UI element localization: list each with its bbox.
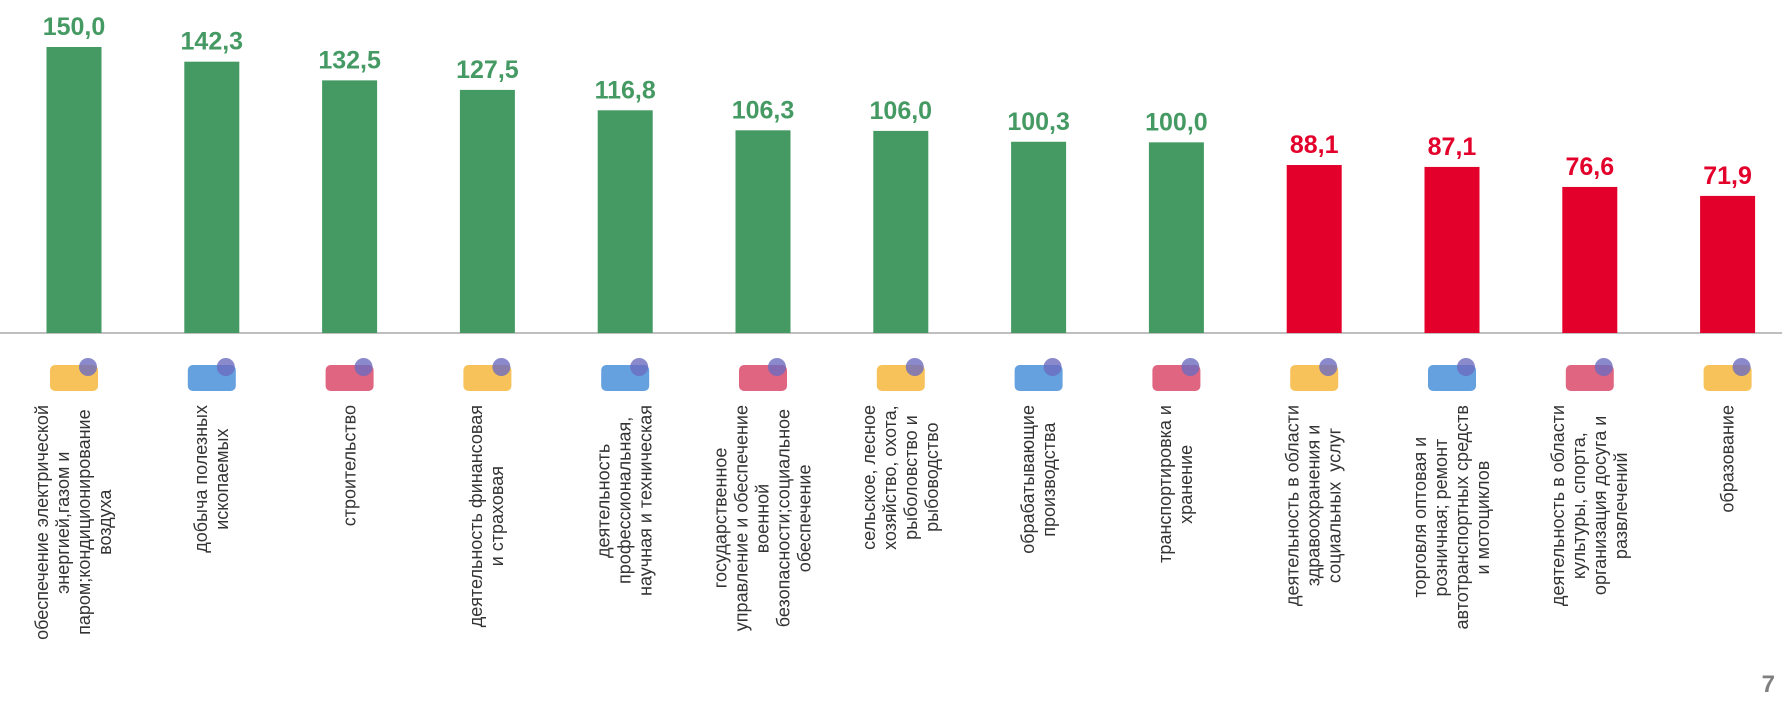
- value-label: 88,1: [1290, 131, 1339, 159]
- x-tick-label: государственное управление и обеспечение…: [710, 405, 815, 632]
- value-label: 100,3: [1007, 108, 1070, 136]
- icon-detail: [492, 358, 511, 376]
- value-label: 132,5: [318, 46, 381, 74]
- icon-detail: [79, 358, 97, 376]
- icon-detail: [768, 358, 786, 376]
- x-tick-label: строительство: [339, 405, 360, 527]
- icon-detail: [630, 358, 649, 376]
- bar: [1148, 142, 1204, 333]
- bar: [873, 130, 929, 333]
- x-tick-label: добыча полезных ископаемых: [190, 405, 232, 553]
- page-number: 7: [1761, 671, 1775, 698]
- x-tick-label: деятельность финансовая и страховая: [466, 405, 508, 628]
- x-tick-label: обрабатывающие производства: [1017, 405, 1059, 554]
- x-tick-label: транспортировка и хранение: [1155, 405, 1197, 563]
- bar: [735, 130, 791, 333]
- x-tick-label: сельское, лесное хозяйство, охота, рыбол…: [858, 405, 942, 550]
- bar: [459, 89, 515, 334]
- value-label: 142,3: [181, 28, 244, 56]
- x-tick-label: образование: [1717, 405, 1738, 513]
- x-tick-label: деятельность в области культуры, спорта,…: [1547, 405, 1631, 607]
- value-label: 127,5: [456, 56, 519, 84]
- icon-detail: [1181, 358, 1200, 376]
- bar: [322, 80, 378, 333]
- value-label: 106,3: [732, 96, 795, 124]
- value-label: 106,0: [870, 97, 933, 125]
- x-tick-label: деятельность в области здравоохранения и…: [1282, 405, 1345, 607]
- icon-detail: [1319, 358, 1338, 376]
- icon-detail: [905, 358, 924, 376]
- value-label: 100,0: [1145, 108, 1208, 136]
- x-tick-label: деятельность профессиональная, научная и…: [593, 405, 656, 596]
- x-tick-label: торговля оптовая и розничная; ремонт авт…: [1410, 405, 1493, 630]
- icon-detail: [354, 358, 373, 376]
- x-tick-label: обеспечение электрической энергией,газом…: [32, 405, 115, 640]
- bar: [184, 61, 240, 333]
- bar: [1011, 141, 1067, 333]
- bar: [1562, 186, 1618, 333]
- icon-detail: [1457, 358, 1475, 376]
- icon-detail: [216, 358, 235, 376]
- value-label: 76,6: [1565, 153, 1614, 181]
- value-label: 150,0: [43, 13, 106, 41]
- value-label: 87,1: [1428, 133, 1477, 161]
- value-label: 71,9: [1703, 162, 1752, 190]
- value-label: 116,8: [595, 76, 656, 104]
- bar: [1286, 165, 1342, 333]
- bar: [1424, 166, 1480, 333]
- bar: [46, 47, 102, 333]
- icon-detail: [1594, 358, 1613, 376]
- icon-detail: [1043, 358, 1062, 376]
- icon-detail: [1732, 358, 1751, 376]
- bar: [597, 110, 653, 333]
- bar: [1700, 195, 1756, 333]
